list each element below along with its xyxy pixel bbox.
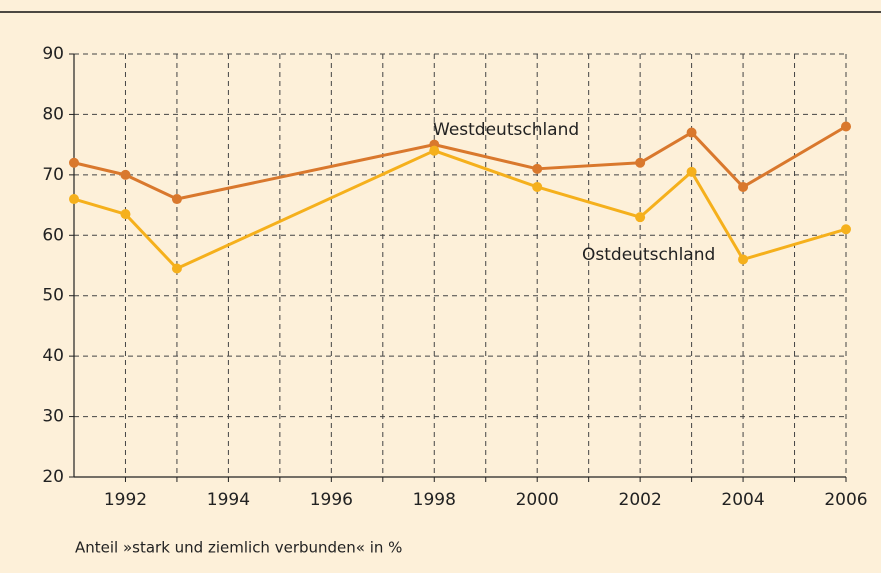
series-label: Ostdeutschland [582,245,715,265]
point [635,212,646,223]
point [171,263,182,274]
point [120,209,131,220]
x-tick-label: 2002 [619,490,662,510]
point [429,145,440,156]
point [532,181,543,192]
point [532,163,543,174]
y-tick-label: 50 [42,286,64,306]
point [738,254,749,265]
point [171,194,182,205]
x-tick-label: 2006 [824,490,867,510]
point [120,169,131,180]
y-tick-label: 30 [42,407,64,427]
series-label: Westdeutschland [433,120,579,140]
point [738,181,749,192]
point [841,121,851,132]
x-tick-label: 1992 [104,490,147,510]
y-tick-label: 40 [42,346,64,366]
point [686,166,697,177]
y-tick-label: 70 [42,165,64,185]
point [635,157,646,168]
y-tick-label: 60 [42,225,64,245]
x-tick-label: 1996 [310,490,353,510]
point [69,157,79,168]
point [69,194,79,205]
x-tick-label: 1994 [207,490,250,510]
x-tick-label: 1998 [413,490,456,510]
x-tick-label: 2000 [516,490,559,510]
y-tick-label: 80 [42,104,64,124]
x-tick-label: 2004 [721,490,764,510]
note: Anteil »stark und ziemlich verbunden« in… [75,539,402,557]
point [841,224,851,235]
y-tick-label: 20 [42,467,64,487]
point [686,127,697,138]
y-tick-label: 90 [42,44,64,64]
